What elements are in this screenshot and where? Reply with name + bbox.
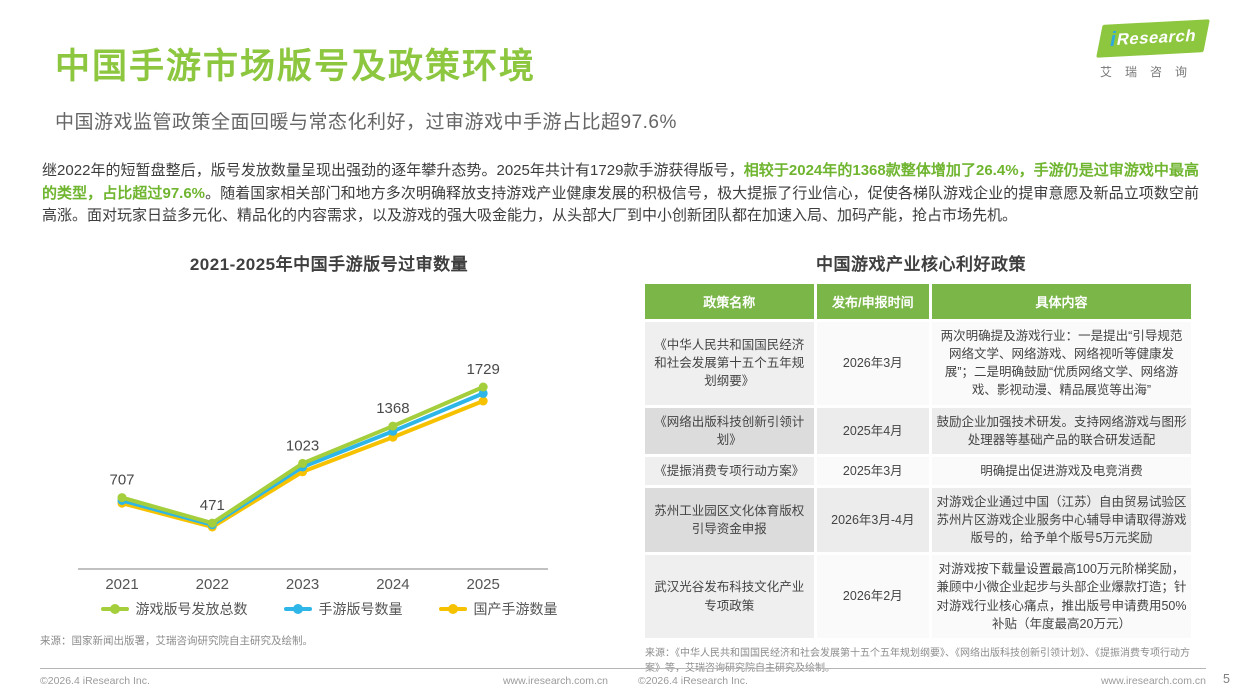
content-cell: 鼓励企业加强技术研发。支持网络游戏与图形处理器等基础产品的联合研发适配 <box>932 407 1191 454</box>
website-link[interactable]: www.iresearch.com.cn <box>1100 675 1206 687</box>
date-cell: 2025年3月 <box>816 456 930 485</box>
data-point <box>388 421 398 431</box>
policy-name-cell: 《提振消费专项行动方案》 <box>645 456 814 485</box>
data-label: 1368 <box>376 400 409 417</box>
paragraph-segment: 。随着国家相关部门和地方多次明确释放支持游戏产业健康发展的积极信号，极大提振了行… <box>42 184 1199 225</box>
legend-item: 国产手游数量 <box>438 599 558 619</box>
page-title: 中国手游市场版号及政策环境 <box>55 47 537 86</box>
license-line-chart: 2021 2022 2023 2024 2025 707 471 1023 1368 1729 <box>78 361 548 593</box>
table-row: 《中华人民共和国国民经济和社会发展第十五个五年规划纲要》 2026年3月 两次明确提… <box>645 322 1191 405</box>
intro-paragraph: 继2022年的短暂盘整后，版号发放数量呈现出强劲的逐年攀升态势。2025年共计有… <box>42 160 1199 228</box>
table-header-row: 政策名称 发布/申报时间 具体内容 <box>645 284 1191 319</box>
x-axis-label: 2021 <box>105 576 138 593</box>
legend-dot-icon <box>109 604 120 614</box>
chart-source-note: 来源：国家新闻出版署，艾瑞咨询研究院自主研究及绘制。 <box>40 635 313 647</box>
x-axis-label: 2025 <box>467 576 500 593</box>
legend-dot-icon <box>447 604 458 614</box>
content-cell: 两次明确提及游戏行业：一是提出“引导规范网络文学、网络游戏、网络视听等健康发展”… <box>932 322 1191 405</box>
table-title: 中国游戏产业核心利好政策 <box>816 255 1026 274</box>
table-row: 《提振消费专项行动方案》 2025年3月 明确提出促进游戏及电竞消费 <box>645 456 1191 485</box>
series-line <box>120 385 486 526</box>
logo-chinese-name: 艾瑞咨询 <box>1100 65 1201 79</box>
copyright-text: ©2026.4 iResearch Inc. <box>40 675 150 687</box>
content-cell: 对游戏按下载量设置最高100万元阶梯奖励，兼顾中小微企业起步与头部企业爆款打造；… <box>932 555 1191 638</box>
policy-name-cell: 《中华人民共和国国民经济和社会发展第十五个五年规划纲要》 <box>645 322 814 405</box>
x-axis-label: 2023 <box>286 576 319 593</box>
policy-name-cell: 苏州工业园区文化体育版权引导资金申报 <box>645 487 814 553</box>
legend-line-marker-icon <box>438 604 467 614</box>
chart-section: 2021-2025年中国手游版号过审数量 2021 2022 2023 2024 202… <box>40 250 618 650</box>
table-row: 苏州工业园区文化体育版权引导资金申报 2026年3月-4月 对游戏企业通过中国（江苏… <box>645 487 1191 553</box>
legend-label: 游戏版号发放总数 <box>135 601 248 617</box>
legend-item: 游戏版号发放总数 <box>100 599 248 619</box>
date-cell: 2026年3月 <box>816 322 930 405</box>
data-label: 707 <box>109 472 134 489</box>
legend-line-marker-icon <box>283 604 312 614</box>
paragraph-segment: 相较于2024年的1368款整体增加了26.4%，手游仍是过审游戏中最高的类型，… <box>42 162 1199 202</box>
logo-plate: i Research <box>1096 19 1210 58</box>
date-cell: 2026年3月-4月 <box>816 487 930 553</box>
table-row: 武汉光谷发布科技文化产业专项政策 2026年2月 对游戏按下载量设置最高100万元阶… <box>645 555 1191 638</box>
x-axis-label: 2022 <box>196 576 229 593</box>
content-cell: 明确提出促进游戏及电竞消费 <box>932 456 1191 485</box>
iresearch-logo: i Research 艾瑞咨询 <box>1092 19 1212 80</box>
legend-item: 手游版号数量 <box>283 599 403 619</box>
legend-line-marker-icon <box>100 604 129 614</box>
content-cell: 对游戏企业通过中国（江苏）自由贸易试验区苏州片区游戏企业服务中心辅导申请取得游戏… <box>932 487 1191 553</box>
page-number: 5 <box>1223 672 1230 686</box>
logo-wordmark: Research <box>1115 26 1198 49</box>
page-subtitle: 中国游戏监管政策全面回暖与常态化利好，过审游戏中手游占比超97.6% <box>55 112 677 133</box>
legend-label: 手游版号数量 <box>318 601 403 617</box>
footer: ©2026.4 iResearch Inc. www.iresearch.com… <box>40 668 1206 687</box>
website-link[interactable]: www.iresearch.com.cn <box>502 675 608 687</box>
footer-right: ©2026.4 iResearch Inc. www.iresearch.com… <box>638 675 1206 687</box>
paragraph-segment: 继2022年的短暂盘整后，版号发放数量呈现出强劲的逐年攀升态势。2025年共计有… <box>42 162 744 179</box>
table-row: 《网络出版科技创新引领计划》 2025年4月 鼓励企业加强技术研发。支持网络游戏与图… <box>645 407 1191 454</box>
data-point <box>478 396 488 406</box>
data-point <box>478 388 488 398</box>
date-cell: 2026年2月 <box>816 555 930 638</box>
footer-left: ©2026.4 iResearch Inc. www.iresearch.com… <box>40 675 608 687</box>
data-label: 1729 <box>467 361 500 378</box>
copyright-text: ©2026.4 iResearch Inc. <box>638 675 748 687</box>
policy-table-section: 中国游戏产业核心利好政策 政策名称 发布/申报时间 具体内容 《中华人民共和国国民经… <box>645 250 1197 676</box>
data-label: 471 <box>200 497 225 514</box>
data-label: 1023 <box>286 437 319 454</box>
table-header-cell: 具体内容 <box>932 284 1191 319</box>
date-cell: 2025年4月 <box>816 407 930 454</box>
chart-title: 2021-2025年中国手游版号过审数量 <box>189 255 469 274</box>
data-point <box>207 518 217 528</box>
policy-name-cell: 《网络出版科技创新引领计划》 <box>645 407 814 454</box>
table-header-cell: 发布/申报时间 <box>816 284 930 319</box>
x-axis-label: 2024 <box>376 576 409 593</box>
chart-legend: 游戏版号发放总数 手游版号数量 国产手游数量 <box>40 599 618 619</box>
data-point <box>298 458 308 468</box>
table-header-cell: 政策名称 <box>645 284 814 319</box>
legend-label: 国产手游数量 <box>473 601 558 617</box>
legend-dot-icon <box>292 604 303 614</box>
data-point <box>478 382 488 392</box>
data-point <box>117 493 127 503</box>
policy-table: 政策名称 发布/申报时间 具体内容 《中华人民共和国国民经济和社会发展第十五个五年规… <box>642 281 1194 641</box>
policy-name-cell: 武汉光谷发布科技文化产业专项政策 <box>645 555 814 638</box>
